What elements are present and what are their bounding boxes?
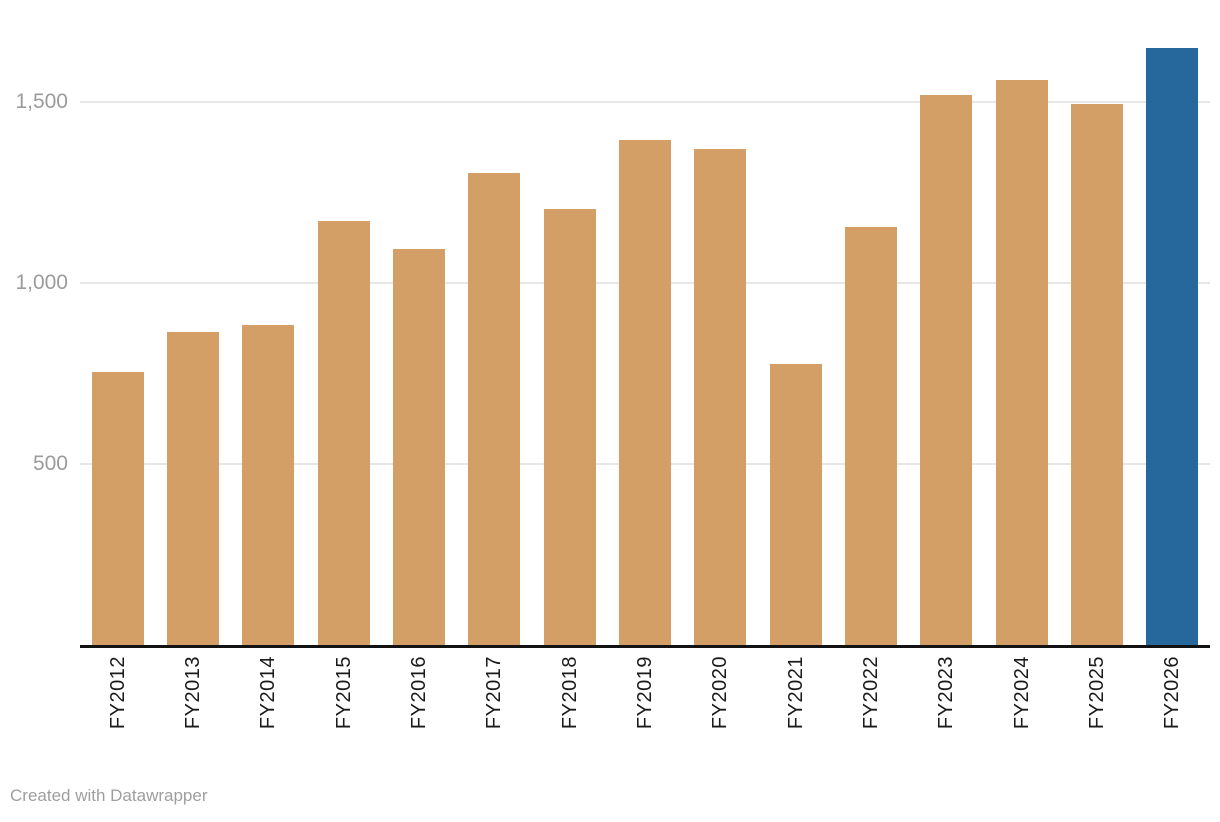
bar-FY2026[interactable] <box>1146 47 1199 645</box>
bar-FY2012[interactable] <box>91 371 144 645</box>
bar-FY2024[interactable] <box>995 80 1048 645</box>
bar-FY2015[interactable] <box>317 221 370 645</box>
x-tick-label-FY2024: FY2024 <box>1010 656 1033 730</box>
y-tick-label-1000: 1,000 <box>15 271 68 294</box>
bar-FY2022[interactable] <box>845 226 897 645</box>
x-tick-label-FY2026: FY2026 <box>1161 656 1184 730</box>
bar-FY2025[interactable] <box>1071 103 1123 645</box>
x-tick-label-FY2015: FY2015 <box>332 656 355 730</box>
bar-FY2014[interactable] <box>242 324 295 645</box>
y-tick-label-1500: 1,500 <box>15 90 68 113</box>
x-tick-label-FY2016: FY2016 <box>408 656 430 730</box>
x-tick-label-FY2023: FY2023 <box>935 656 958 730</box>
bar-FY2013[interactable] <box>167 331 219 645</box>
bar-FY2020[interactable] <box>694 149 747 645</box>
x-tick-label-FY2021: FY2021 <box>784 656 807 730</box>
x-tick-label-FY2012: FY2012 <box>106 656 129 730</box>
bar-FY2016[interactable] <box>393 248 445 645</box>
x-tick-label-FY2022: FY2022 <box>860 656 882 730</box>
bar-FY2019[interactable] <box>619 140 671 645</box>
y-tick-label-500: 500 <box>32 452 68 475</box>
bar-FY2023[interactable] <box>920 94 973 645</box>
x-tick-label-FY2013: FY2013 <box>182 656 204 730</box>
gridline-1500 <box>80 101 1210 103</box>
bar-FY2017[interactable] <box>468 172 521 645</box>
bar-FY2021[interactable] <box>769 364 822 645</box>
x-tick-label-FY2019: FY2019 <box>634 656 656 730</box>
x-tick-label-FY2014: FY2014 <box>257 656 280 730</box>
bar-FY2018[interactable] <box>543 208 596 645</box>
x-axis-line <box>80 645 1210 648</box>
x-tick-label-FY2020: FY2020 <box>709 656 732 730</box>
datawrapper-credit[interactable]: Created with Datawrapper <box>10 786 208 805</box>
x-tick-label-FY2025: FY2025 <box>1086 656 1108 730</box>
x-tick-label-FY2018: FY2018 <box>558 656 581 730</box>
x-tick-label-FY2017: FY2017 <box>483 656 506 730</box>
